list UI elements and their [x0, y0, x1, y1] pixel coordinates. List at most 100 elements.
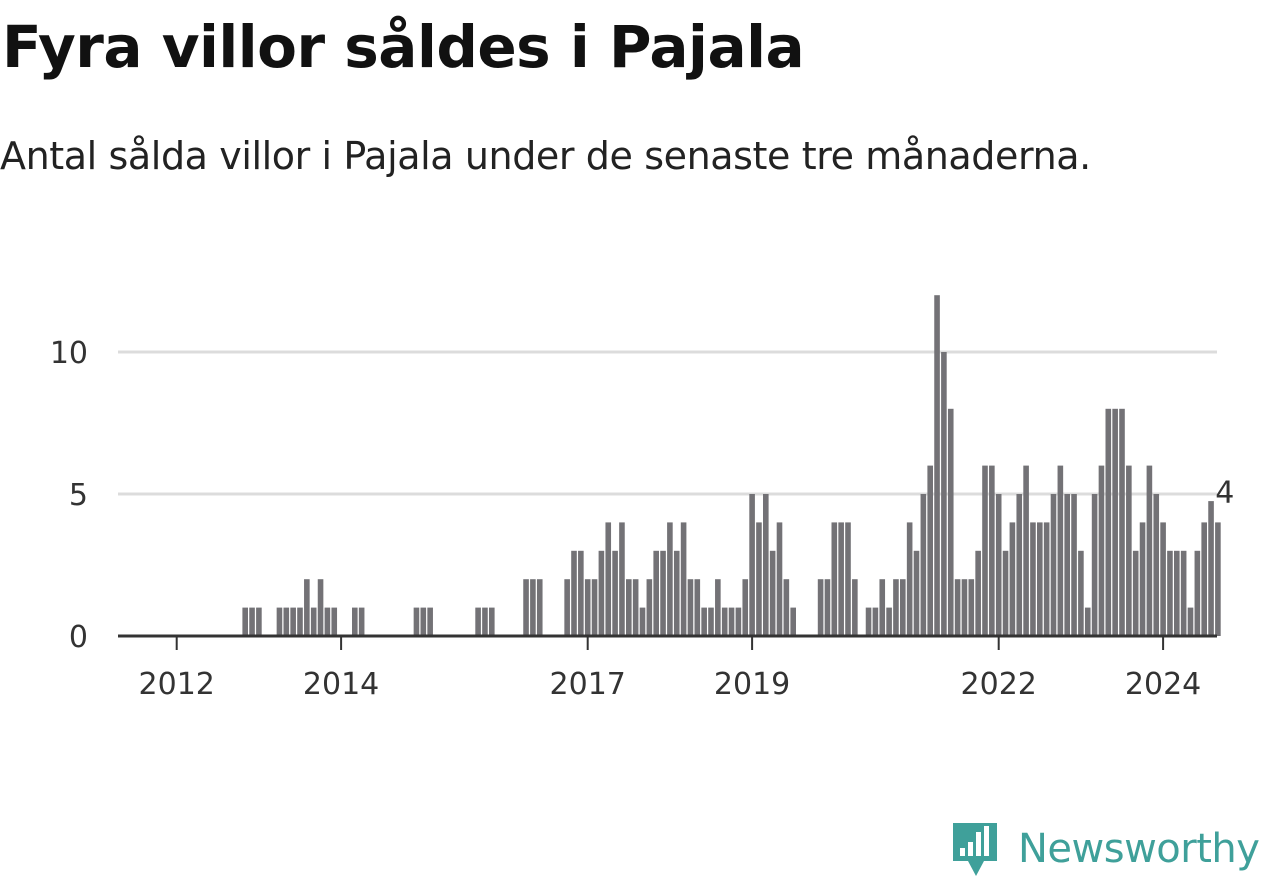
bar: [852, 579, 858, 636]
bar: [660, 550, 666, 636]
bar: [701, 607, 707, 636]
bar: [1153, 494, 1160, 636]
bar: [756, 522, 762, 636]
bar: [708, 607, 714, 636]
bar: [906, 522, 913, 636]
bar: [886, 607, 892, 636]
bar: [530, 579, 536, 636]
bar: [489, 607, 495, 636]
bar: [865, 607, 872, 636]
bar: [331, 607, 338, 636]
bar: [728, 607, 735, 636]
bar: [934, 295, 940, 636]
x-tick-label-2019: 2019: [714, 667, 790, 702]
bar: [694, 579, 701, 636]
bar: [673, 550, 680, 636]
bar: [1078, 550, 1084, 636]
bar: [297, 607, 303, 636]
bar: [290, 607, 296, 636]
y-axis-ticks: 0 5 10: [50, 336, 88, 655]
bar: [900, 579, 906, 636]
bar: [591, 579, 598, 636]
bar: [1167, 550, 1173, 636]
bar: [879, 579, 886, 636]
brand-name: Newsworthy: [1018, 826, 1260, 872]
bar: [1126, 465, 1132, 636]
bar: [687, 579, 694, 636]
bar: [1187, 607, 1194, 636]
highlight-value-label: 4: [1215, 475, 1234, 510]
bar: [927, 465, 933, 636]
bar: [571, 550, 577, 636]
bar: [947, 408, 954, 636]
bar: [838, 522, 844, 636]
bar: [1091, 494, 1098, 636]
bar: [276, 607, 283, 636]
bar: [1146, 465, 1153, 636]
bar: [1030, 522, 1036, 636]
bar: [975, 550, 981, 636]
bar: [242, 607, 248, 636]
bar: [1016, 494, 1023, 636]
gridlines: [118, 350, 1217, 496]
bar: [1084, 607, 1091, 636]
bar: [941, 352, 947, 636]
bar: [256, 607, 262, 636]
bar: [1057, 465, 1064, 636]
bar: [304, 579, 310, 636]
bar: [1208, 501, 1214, 636]
bar: [626, 579, 632, 636]
bar: [735, 607, 742, 636]
bar: [742, 579, 749, 636]
bar: [1160, 522, 1166, 636]
bar: [482, 607, 488, 636]
bar: [776, 522, 783, 636]
bar: [831, 522, 838, 636]
bar: [1105, 408, 1112, 636]
bar: [893, 579, 899, 636]
bar: [989, 465, 995, 636]
bar: [1112, 408, 1118, 636]
bar: [968, 579, 975, 636]
bar: [564, 579, 570, 636]
bar: [920, 494, 927, 636]
bar: [249, 607, 255, 636]
bar: [317, 579, 324, 636]
y-tick-label-10: 10: [50, 336, 88, 371]
bar: [721, 607, 728, 636]
bar: [1201, 522, 1207, 636]
bar: [324, 607, 331, 636]
bar: [1098, 465, 1105, 636]
bar: [605, 522, 612, 636]
x-tick-label-2012: 2012: [139, 667, 215, 702]
bar: [523, 579, 529, 636]
bar: [995, 494, 1002, 636]
bar: [475, 607, 481, 636]
bar: [1139, 522, 1146, 636]
bar: [1043, 522, 1050, 636]
bar: [413, 607, 420, 636]
bar: [1050, 494, 1057, 636]
bar: [427, 607, 433, 636]
bar: [667, 522, 673, 636]
bar: [749, 494, 755, 636]
bar: [1023, 465, 1029, 636]
x-tick-label-2017: 2017: [550, 667, 626, 702]
y-tick-label-0: 0: [69, 620, 88, 655]
bar: [1174, 550, 1180, 636]
bar: [961, 579, 968, 636]
data-labels: 4: [1215, 475, 1234, 510]
bar: [578, 550, 584, 636]
bar: [1064, 494, 1070, 636]
bar: [1215, 522, 1221, 636]
bar: [913, 550, 920, 636]
bar: [1009, 522, 1016, 636]
bar: [1180, 550, 1187, 636]
x-tick-label-2014: 2014: [303, 667, 379, 702]
bar: [872, 607, 879, 636]
bar: [646, 579, 653, 636]
bar: [715, 579, 721, 636]
brand-logo: Newsworthy: [950, 818, 1260, 880]
x-tick-label-2024: 2024: [1125, 667, 1201, 702]
